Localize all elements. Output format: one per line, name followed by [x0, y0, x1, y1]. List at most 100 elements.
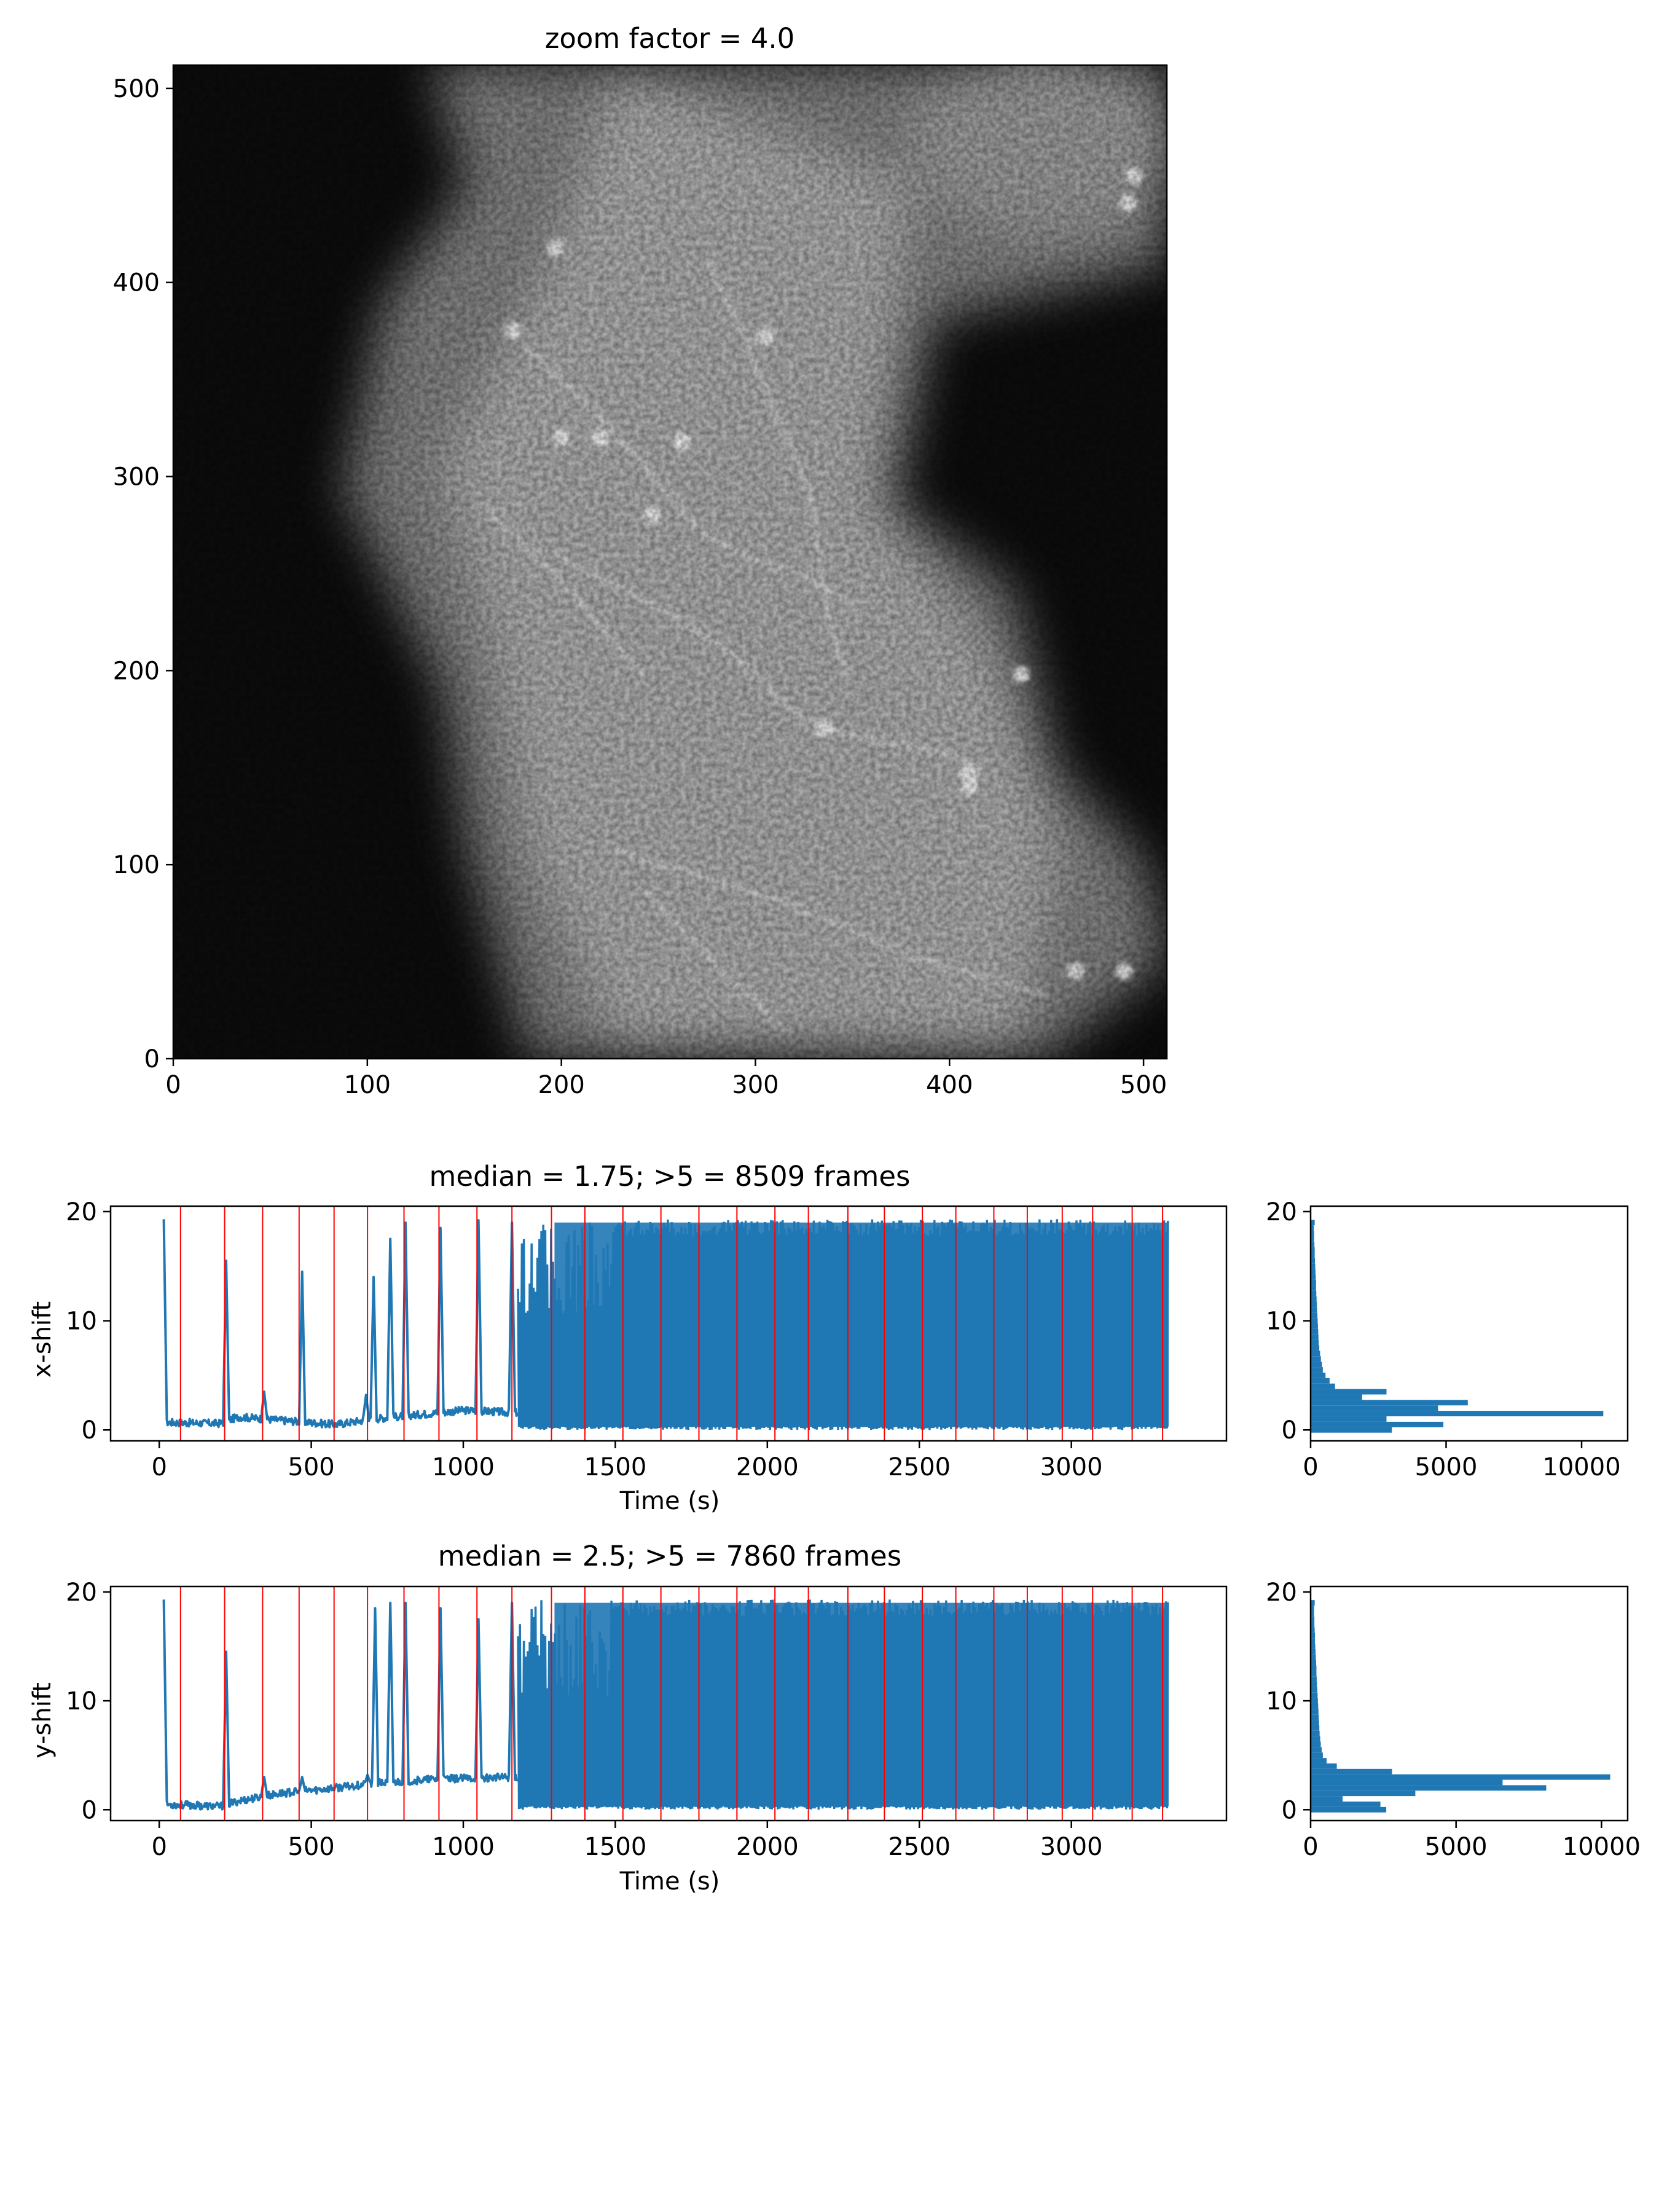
y-tick-label: 20: [66, 1198, 97, 1226]
hist-bar: [1311, 1698, 1318, 1704]
hist-bar: [1311, 1654, 1316, 1660]
hist-bar: [1311, 1383, 1335, 1389]
hist-bar: [1311, 1258, 1316, 1264]
hist-bar: [1311, 1606, 1314, 1611]
x-tick-label: 10000: [1563, 1833, 1641, 1861]
x-tick-label: 1500: [584, 1833, 647, 1861]
plot-frame: [1309, 1585, 1629, 1822]
y-hist-plot: 0 5000 10000 0 10 20: [1266, 1579, 1641, 1861]
hist-bar: [1311, 1351, 1320, 1357]
x-tick-label: 0: [1303, 1453, 1318, 1481]
hist-bar: [1311, 1692, 1318, 1698]
x-trace-plot: 0 500 1000 1500 2000 2500 3000 0 10 20: [66, 1198, 1228, 1481]
x-trace-xlabel: Time (s): [619, 1487, 720, 1515]
y-tick-label: 100: [113, 851, 160, 879]
hist-bar: [1311, 1285, 1316, 1291]
hist-bar: [1311, 1610, 1314, 1617]
hist-bar: [1311, 1324, 1318, 1329]
plot-frame: [109, 1205, 1228, 1442]
hist-bar: [1311, 1290, 1317, 1296]
x-hist-plot: 0 5000 10000 0 10 20: [1266, 1198, 1629, 1481]
x-tick-label: 200: [538, 1071, 584, 1099]
image-panel: zoom factor = 4.0 0 100 200 300 400 500 0 100 20…: [113, 22, 1168, 1099]
hist-bar: [1311, 1362, 1322, 1368]
hist-bar: [1311, 1676, 1317, 1682]
trace-line: [162, 1599, 519, 1811]
y-tick-label: 10: [1266, 1687, 1297, 1716]
hist-bar: [1311, 1741, 1321, 1747]
hist-bar: [1311, 1714, 1319, 1720]
hist-bar: [1311, 1649, 1316, 1655]
hist-bar: [1311, 1356, 1321, 1362]
hist-bar: [1311, 1230, 1314, 1236]
hist-bar: [1311, 1633, 1316, 1639]
hist-bar: [1311, 1252, 1315, 1258]
hist-bar: [1311, 1709, 1319, 1715]
hist-bar: [1311, 1747, 1322, 1753]
y-tick-label: 0: [1282, 1796, 1297, 1824]
x-tick-label: 500: [288, 1453, 334, 1481]
x-tick-label: 1000: [432, 1453, 495, 1481]
hist-bar: [1311, 1378, 1330, 1384]
hist-bar: [1311, 1421, 1444, 1427]
plot-frame: [109, 1585, 1228, 1822]
trace-line: [162, 1219, 519, 1429]
y-tick-label: 20: [1266, 1198, 1297, 1226]
x-tick-label: 0: [1303, 1833, 1318, 1861]
hist-bar: [1311, 1779, 1503, 1786]
x-tick-label: 0: [165, 1071, 181, 1099]
hist-bar: [1311, 1671, 1317, 1677]
hist-bar: [1311, 1627, 1315, 1633]
y-tick-label: 10: [1266, 1308, 1297, 1336]
x-tick-label: 0: [151, 1833, 167, 1861]
hist-bar: [1311, 1785, 1547, 1791]
y-trace-panel: median = 2.5; >5 = 7860 frames 0 500 1000 1…: [28, 1540, 1228, 1896]
hist-bar: [1311, 1269, 1316, 1275]
hist-bar: [1311, 1687, 1317, 1693]
hist-bar: [1311, 1806, 1387, 1813]
hist-bar: [1311, 1274, 1316, 1280]
x-tick-label: 3000: [1040, 1453, 1103, 1481]
hist-bar: [1311, 1616, 1315, 1622]
hist-bar: [1311, 1736, 1320, 1742]
x-trace-panel: median = 1.75; >5 = 8509 frames 0 500 1000…: [28, 1160, 1228, 1515]
y-tick-label: 300: [113, 463, 160, 492]
hist-bar: [1311, 1400, 1468, 1406]
hist-bar: [1311, 1801, 1381, 1807]
hist-bar: [1311, 1725, 1320, 1731]
hist-bar: [1311, 1600, 1315, 1606]
hist-bar: [1311, 1730, 1320, 1736]
hist-bar: [1311, 1345, 1320, 1351]
hist-bar: [1311, 1334, 1319, 1340]
y-hist-panel: 0 5000 10000 0 10 20: [1266, 1579, 1641, 1861]
y-trace-title: median = 2.5; >5 = 7860 frames: [438, 1540, 901, 1572]
hist-bar: [1311, 1774, 1610, 1780]
x-tick-label: 1000: [432, 1833, 495, 1861]
y-trace-ylabel: y-shift: [28, 1682, 57, 1759]
hist-bar: [1311, 1644, 1316, 1649]
image-grain: [173, 65, 1167, 1059]
image-area: [173, 65, 1167, 1059]
hist-bar: [1311, 1279, 1316, 1285]
hist-bar: [1311, 1241, 1315, 1247]
hist-bar: [1311, 1236, 1314, 1242]
hist-bar: [1311, 1220, 1315, 1226]
x-trace-ylabel: x-shift: [28, 1301, 57, 1378]
hist-bar: [1311, 1405, 1438, 1411]
x-tick-label: 2000: [736, 1453, 799, 1481]
hist-bar: [1311, 1318, 1318, 1324]
y-trace-plot: 0 500 1000 1500 2000 2500 3000 0 10 20: [66, 1579, 1228, 1861]
y-tick-label: 20: [66, 1579, 97, 1607]
hist-bar: [1311, 1703, 1319, 1709]
hist-bar: [1311, 1312, 1318, 1319]
hist-bar: [1311, 1665, 1317, 1671]
hist-bar: [1311, 1367, 1323, 1373]
hist-bar: [1311, 1660, 1316, 1666]
hist-bar: [1311, 1427, 1392, 1433]
hist-bar: [1311, 1638, 1316, 1644]
x-tick-label: 2500: [888, 1453, 951, 1481]
x-tick-label: 5000: [1415, 1453, 1478, 1481]
hist-bar: [1311, 1328, 1319, 1335]
x-tick-label: 2000: [736, 1833, 799, 1861]
